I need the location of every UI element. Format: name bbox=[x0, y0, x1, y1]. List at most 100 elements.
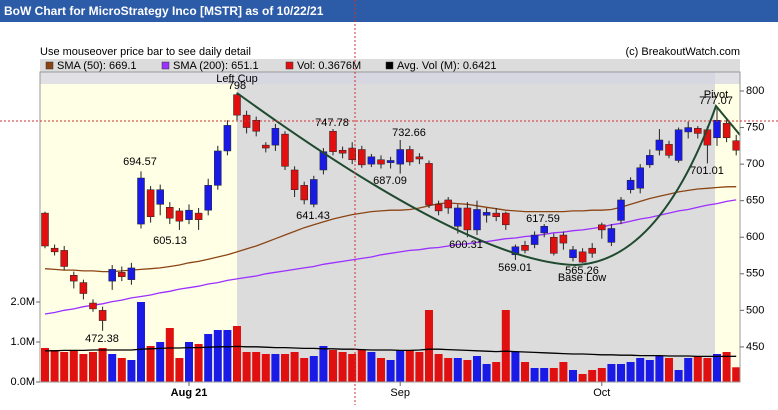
candle-body bbox=[166, 207, 174, 219]
volume-bar bbox=[473, 356, 481, 382]
annotation: 694.57 bbox=[123, 156, 157, 168]
avg-volume-line bbox=[45, 345, 737, 358]
volume-bar bbox=[607, 364, 616, 382]
annotation: 565.26 bbox=[565, 265, 599, 277]
candle-body bbox=[194, 212, 203, 220]
candle-body bbox=[646, 155, 654, 166]
y-tick-label: 600 bbox=[746, 231, 764, 243]
candle-body bbox=[233, 94, 241, 116]
candle-body bbox=[348, 147, 356, 160]
candle-body bbox=[175, 210, 184, 222]
candle-body bbox=[338, 149, 347, 154]
volume-bar bbox=[204, 334, 213, 382]
annotation: 687.09 bbox=[373, 175, 407, 187]
candle-body bbox=[290, 169, 299, 190]
candle-body bbox=[598, 224, 606, 231]
plot-area bbox=[41, 92, 741, 382]
candle-body bbox=[386, 160, 395, 163]
candle-body bbox=[492, 212, 500, 218]
candle-body bbox=[156, 189, 164, 205]
candle-body bbox=[127, 267, 136, 280]
volume-bar bbox=[338, 352, 347, 382]
candle-body bbox=[396, 149, 404, 165]
volume-bar bbox=[415, 352, 424, 382]
candle-body bbox=[358, 149, 366, 166]
cup-curve bbox=[236, 92, 741, 267]
candle-body bbox=[223, 125, 232, 152]
y-tick-label: 700 bbox=[746, 158, 764, 170]
y-tick-label: 500 bbox=[746, 304, 764, 316]
title-bar bbox=[0, 0, 778, 22]
candle-body bbox=[434, 204, 443, 212]
candle-body bbox=[329, 130, 337, 152]
candle-body bbox=[70, 275, 78, 282]
y-tick-label: 800 bbox=[746, 85, 764, 97]
legend-swatch bbox=[161, 61, 170, 70]
candle-body bbox=[482, 212, 491, 216]
volume-bar bbox=[156, 342, 165, 382]
candle-body bbox=[607, 228, 616, 243]
volume-bar bbox=[425, 310, 433, 382]
annotation: 472.38 bbox=[85, 333, 119, 345]
volume-bar bbox=[617, 364, 625, 382]
y-tick-label: 650 bbox=[746, 195, 764, 207]
volume-bar bbox=[597, 368, 606, 382]
volume-bar bbox=[713, 354, 721, 382]
volume-bar bbox=[79, 354, 88, 382]
volume-bar bbox=[463, 360, 472, 382]
volume-bar bbox=[405, 350, 414, 382]
volume-bar bbox=[511, 352, 520, 382]
candle-body bbox=[300, 185, 308, 201]
credit: (c) BreakoutWatch.com bbox=[625, 46, 740, 58]
volume-bar bbox=[540, 368, 549, 382]
volume-bar bbox=[444, 358, 453, 382]
candle-body bbox=[444, 199, 452, 209]
volume-bar bbox=[693, 356, 702, 382]
volume-bar bbox=[386, 360, 395, 382]
volume-bar bbox=[281, 354, 289, 382]
candle-body bbox=[98, 310, 107, 321]
x-tick-label: Oct bbox=[593, 387, 610, 399]
legend-label: SMA (50): 669.1 bbox=[57, 60, 137, 72]
legend-label: Vol: 0.3676M bbox=[297, 60, 361, 72]
plot-border bbox=[39, 71, 741, 383]
candle-body bbox=[137, 177, 145, 225]
candle-body bbox=[617, 199, 625, 221]
annotation: 798 bbox=[228, 80, 246, 92]
volume-bar bbox=[329, 350, 337, 382]
volume-bar bbox=[223, 330, 232, 382]
candle-body bbox=[415, 156, 424, 160]
volume-bar bbox=[127, 360, 136, 382]
y-tick-label: 450 bbox=[746, 341, 764, 353]
candle-body bbox=[242, 114, 251, 128]
volume-bar bbox=[521, 362, 529, 382]
volume-bar bbox=[41, 348, 49, 382]
annotation: 617.59 bbox=[526, 213, 560, 225]
candle-body bbox=[684, 127, 692, 133]
candle-body bbox=[281, 133, 289, 167]
legend-swatch bbox=[45, 61, 54, 70]
candle-body bbox=[146, 189, 155, 218]
volume-bar bbox=[367, 352, 376, 382]
annotation: 747.78 bbox=[315, 117, 349, 129]
volume-bar bbox=[194, 344, 203, 382]
annotation: 605.13 bbox=[153, 235, 187, 247]
candle-body bbox=[89, 302, 97, 310]
candle-body bbox=[185, 209, 193, 220]
candle-body bbox=[41, 212, 49, 247]
volume-bar bbox=[453, 358, 462, 382]
volume-bar bbox=[261, 354, 270, 382]
candle-body bbox=[108, 269, 116, 282]
candle-body bbox=[463, 207, 472, 231]
candle-body bbox=[636, 167, 644, 189]
top-band bbox=[40, 72, 740, 84]
y2-tick-label: 1.0M bbox=[11, 336, 35, 348]
volume-bar bbox=[185, 342, 193, 382]
volume-bar bbox=[233, 326, 241, 382]
candle-body bbox=[425, 163, 433, 206]
annotation: Base Low bbox=[558, 272, 606, 284]
volume-bar bbox=[703, 358, 712, 382]
volume-bar bbox=[549, 368, 558, 382]
volume-bar bbox=[271, 354, 280, 382]
candle-body bbox=[204, 185, 212, 211]
